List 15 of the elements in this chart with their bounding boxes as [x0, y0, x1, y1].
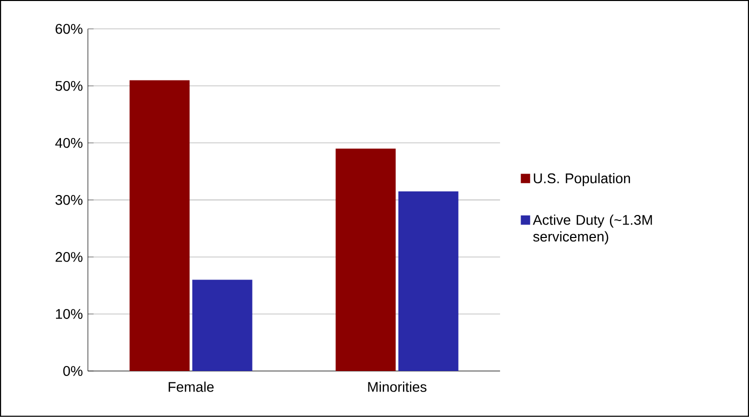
x-tick-label: Minorities [368, 382, 426, 392]
y-tick-label: 0% [63, 366, 82, 376]
legend-label: U.S. Population [534, 173, 630, 186]
y-tick-label: 30% [55, 195, 82, 205]
legend-label: Active Duty (~1.3M servicemen) [532, 214, 652, 244]
y-tick-label: 40% [55, 138, 82, 148]
y-tick-label: 50% [56, 81, 82, 91]
bar [192, 280, 252, 372]
bar [336, 148, 396, 372]
y-tick-label: 10% [56, 309, 82, 320]
y-tick-label: 20% [56, 252, 82, 262]
x-tick-label: Female [168, 382, 214, 392]
y-tick-label: 60% [56, 24, 82, 34]
bar [398, 191, 458, 372]
bar [130, 80, 190, 372]
